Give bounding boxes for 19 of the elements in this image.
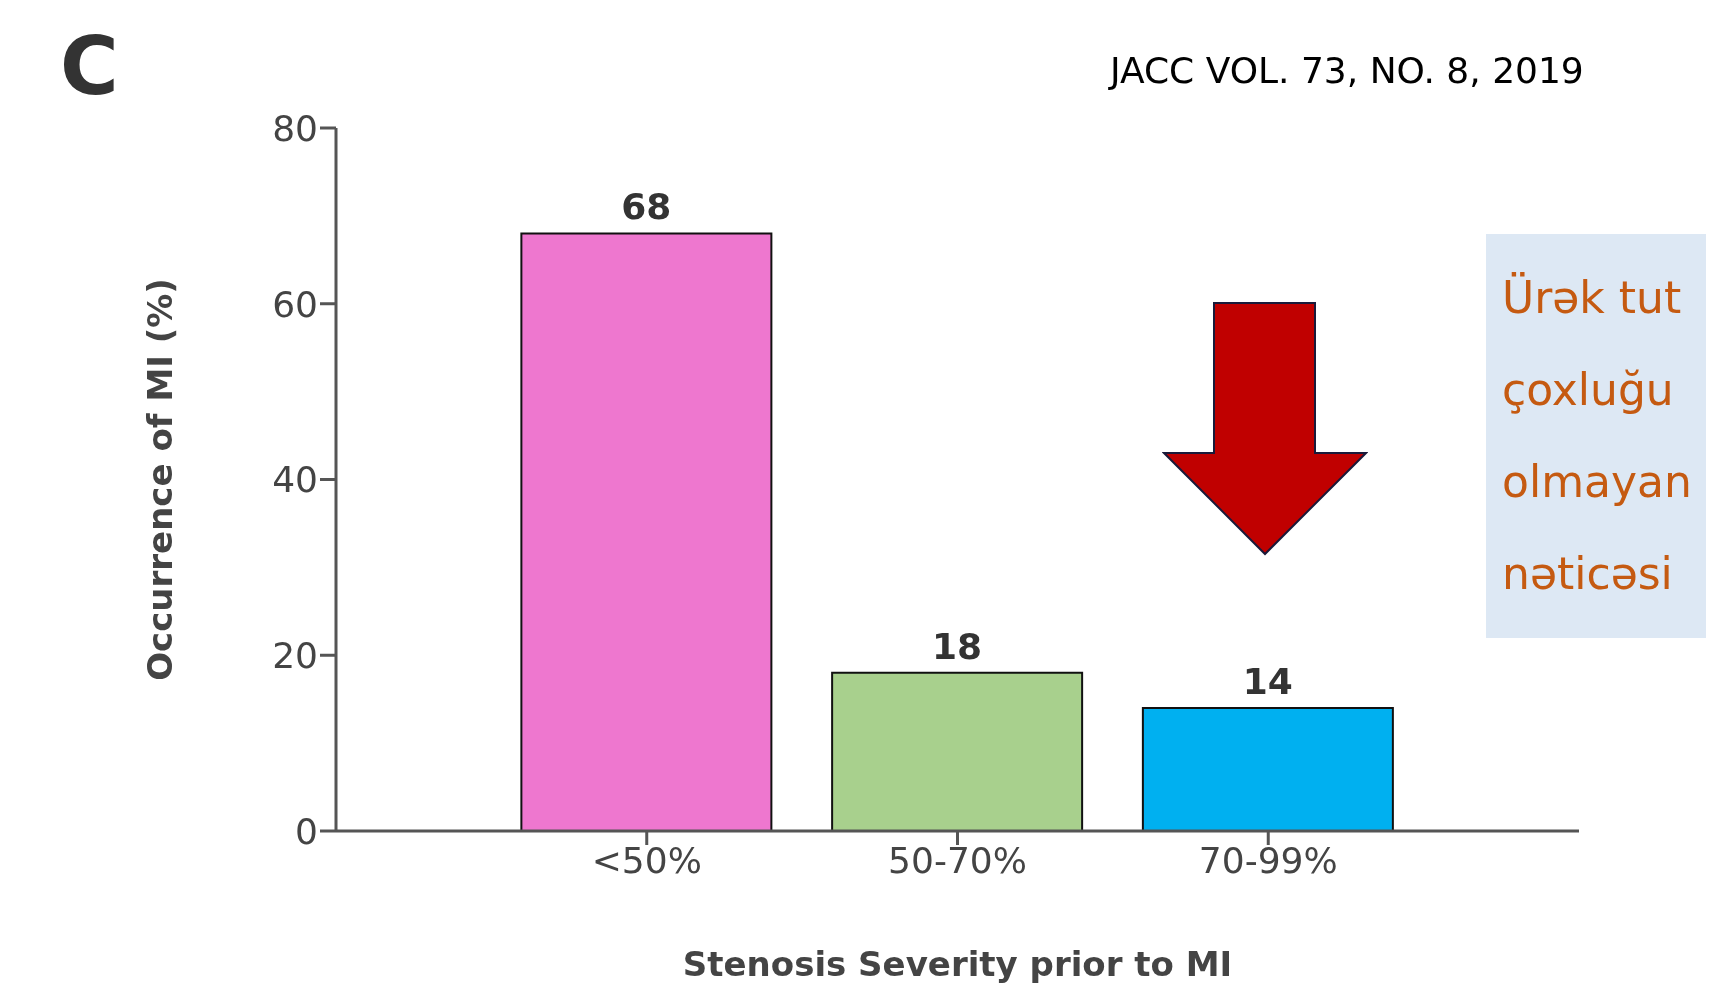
x-tick-label: 50-70% (888, 839, 1027, 881)
x-tick-label: 70-99% (1198, 839, 1338, 881)
annotation: çoxluğu (1502, 363, 1675, 417)
x-tick-label: <50% (591, 839, 702, 881)
text: JACC VOL. 73, NO. 8, 2019 (1110, 50, 1584, 91)
y-tick-label: 20 (272, 635, 318, 677)
y-tick-label: 0 (295, 810, 318, 852)
data-label: 68 (621, 186, 672, 228)
data-label: 18 (932, 625, 983, 667)
x-axis-title: Stenosis Severity prior to MI (682, 944, 1233, 984)
annotation: Ürək tut (1502, 271, 1683, 325)
annotation: olmayan (1502, 455, 1693, 509)
data-label: 14 (1242, 660, 1293, 702)
y-tick-label: 60 (272, 283, 318, 325)
y-tick-label: 80 (272, 107, 318, 149)
y-axis-title: Occurrence of MI (%) (140, 278, 181, 681)
chart-title: C (60, 20, 119, 113)
y-tick-label: 40 (272, 459, 318, 501)
annotation: nəticəsi (1502, 547, 1674, 601)
